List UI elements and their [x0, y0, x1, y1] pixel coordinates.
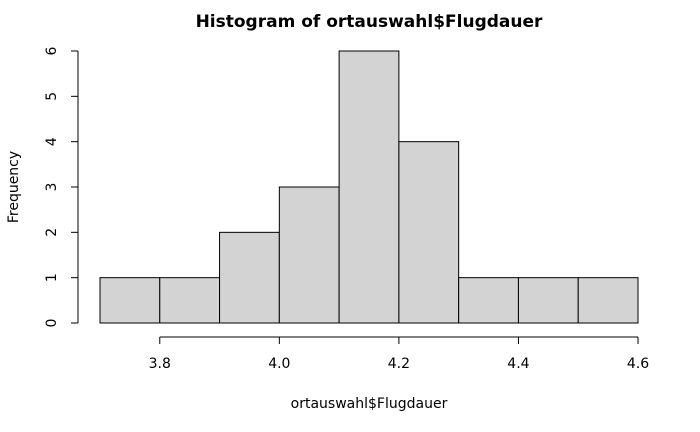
x-axis-label: ortauswahl$Flugdauer	[291, 396, 448, 412]
histogram-bar-8	[517, 277, 579, 324]
histogram-bar-1	[99, 277, 161, 324]
histogram-bar-6	[398, 141, 460, 324]
y-tick-label: 1	[44, 273, 60, 282]
histogram-bar-4	[278, 186, 340, 324]
x-tick-label: 4.0	[268, 356, 290, 372]
y-tick-label: 5	[44, 92, 60, 101]
histogram-bar-5	[338, 50, 400, 324]
x-tick-label: 4.6	[627, 356, 649, 372]
chart-title: Histogram of ortauswahl$Flugdauer	[196, 12, 543, 32]
y-tick-label: 3	[44, 183, 60, 192]
y-tick-label: 4	[44, 137, 60, 146]
y-tick-label: 0	[44, 319, 60, 328]
bars-group	[99, 50, 639, 324]
histogram-bar-7	[458, 277, 519, 324]
x-axis: 3.8 4.0 4.2 4.4 4.6	[149, 336, 649, 372]
histogram-bar-3	[219, 231, 280, 324]
x-tick-label: 4.4	[507, 356, 529, 372]
y-tick-label: 6	[44, 46, 60, 55]
x-tick-label: 4.2	[388, 356, 410, 372]
y-tick-label: 2	[44, 228, 60, 237]
histogram-bar-2	[159, 277, 221, 324]
x-tick-label: 3.8	[149, 356, 171, 372]
y-axis: 0 1 2 3 4 5 6	[44, 46, 79, 328]
y-axis-label: Frequency	[6, 151, 22, 223]
histogram-bar-9	[577, 277, 639, 324]
